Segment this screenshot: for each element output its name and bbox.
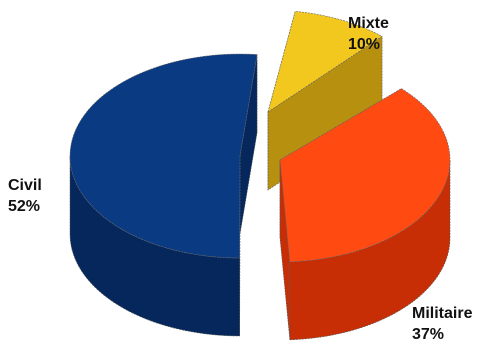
pie-slice-civil-side <box>69 155 240 337</box>
slice-label-civil-value: 52% <box>8 198 40 215</box>
slice-label-militaire-name: Militaire <box>412 305 473 322</box>
slice-label-militaire-value: 37% <box>412 326 444 343</box>
slice-label-mixte-value: 10% <box>348 36 380 53</box>
pie-slice-mixte-top <box>267 10 383 113</box>
pie-slice-civil <box>69 53 258 337</box>
pie-slice-militaire-top <box>279 88 451 263</box>
slice-label-mixte-name: Mixte <box>348 15 389 32</box>
slice-label-civil-name: Civil <box>8 177 42 194</box>
slice-label-militaire: Militaire 37% <box>412 305 473 343</box>
pie-slice-civil-top <box>69 53 258 259</box>
pie-slice-militaire <box>279 88 451 341</box>
slice-label-mixte: Mixte 10% <box>348 15 389 53</box>
slice-label-civil: Civil 52% <box>8 177 42 215</box>
